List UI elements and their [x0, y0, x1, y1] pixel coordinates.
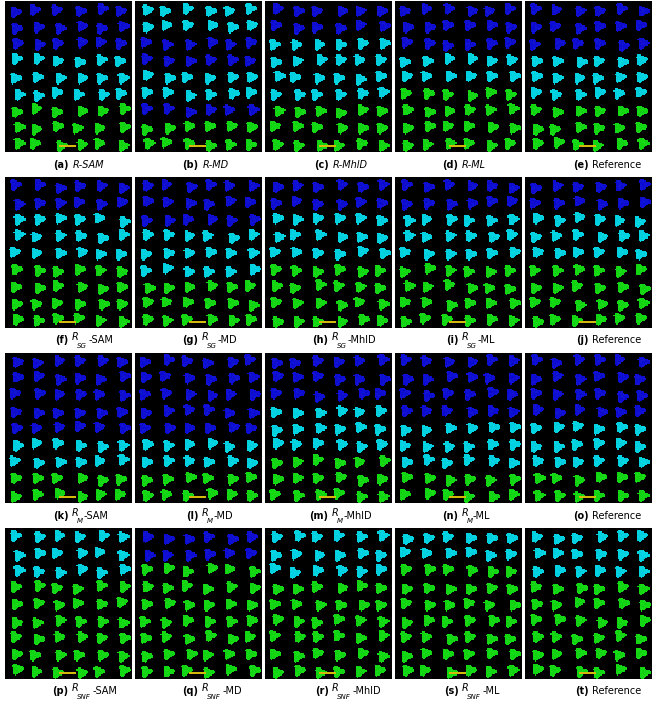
Text: SG: SG [77, 343, 87, 348]
Text: (f): (f) [55, 335, 68, 345]
Text: -ML: -ML [483, 686, 500, 697]
Text: SG: SG [207, 343, 217, 348]
Text: (t): (t) [575, 686, 589, 697]
Text: R-MhlD: R-MhlD [332, 159, 367, 170]
Text: R: R [462, 508, 468, 517]
Text: R: R [72, 683, 79, 693]
Text: R: R [202, 508, 208, 517]
Text: M: M [337, 518, 343, 524]
Text: -SAM: -SAM [83, 510, 108, 521]
Text: (r): (r) [315, 686, 328, 697]
Text: (d): (d) [442, 159, 459, 170]
Text: R-ML: R-ML [463, 159, 486, 170]
Text: SNF: SNF [467, 694, 481, 699]
Text: (q): (q) [183, 686, 198, 697]
Text: R: R [332, 683, 338, 693]
Text: (p): (p) [53, 686, 68, 697]
Text: (l): (l) [186, 510, 198, 521]
Text: (m): (m) [309, 510, 328, 521]
Text: -SAM: -SAM [93, 686, 118, 697]
Text: M: M [77, 518, 83, 524]
Text: R: R [462, 683, 468, 693]
Text: -MD: -MD [223, 686, 242, 697]
Text: -ML: -ML [478, 335, 495, 345]
Text: (k): (k) [53, 510, 68, 521]
Text: R: R [332, 508, 338, 517]
Text: (c): (c) [314, 159, 328, 170]
Text: R: R [332, 332, 338, 342]
Text: (e): (e) [573, 159, 589, 170]
Text: (o): (o) [573, 510, 589, 521]
Text: Reference: Reference [592, 686, 641, 697]
Text: (i): (i) [446, 335, 459, 345]
Text: (n): (n) [442, 510, 459, 521]
Text: -SAM: -SAM [88, 335, 113, 345]
Text: (j): (j) [576, 335, 589, 345]
Text: SNF: SNF [77, 694, 91, 699]
Text: SNF: SNF [337, 694, 351, 699]
Text: -MhlD: -MhlD [348, 335, 376, 345]
Text: R-MD: R-MD [202, 159, 229, 170]
Text: R: R [462, 332, 468, 342]
Text: (g): (g) [183, 335, 198, 345]
Text: (h): (h) [313, 335, 328, 345]
Text: -MD: -MD [213, 510, 233, 521]
Text: SG: SG [337, 343, 347, 348]
Text: (s): (s) [443, 686, 459, 697]
Text: R: R [202, 683, 208, 693]
Text: M: M [207, 518, 213, 524]
Text: -ML: -ML [473, 510, 491, 521]
Text: M: M [467, 518, 473, 524]
Text: SG: SG [467, 343, 477, 348]
Text: (a): (a) [53, 159, 68, 170]
Text: -MhlD: -MhlD [343, 510, 372, 521]
Text: R-SAM: R-SAM [72, 159, 104, 170]
Text: Reference: Reference [592, 510, 641, 521]
Text: SNF: SNF [207, 694, 221, 699]
Text: R: R [72, 332, 79, 342]
Text: R: R [72, 508, 79, 517]
Text: Reference: Reference [592, 335, 641, 345]
Text: Reference: Reference [592, 159, 641, 170]
Text: -MD: -MD [218, 335, 238, 345]
Text: -MhlD: -MhlD [353, 686, 381, 697]
Text: (b): (b) [183, 159, 198, 170]
Text: R: R [202, 332, 208, 342]
